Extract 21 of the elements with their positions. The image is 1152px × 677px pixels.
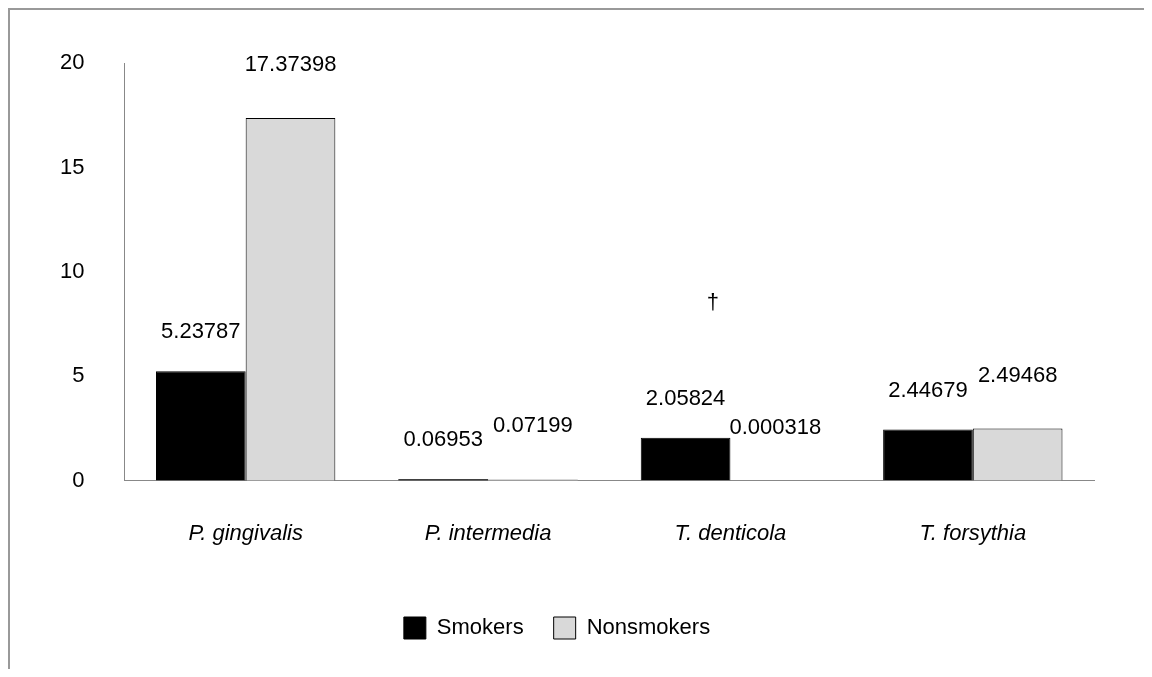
legend-label: Nonsmokers [586,614,711,640]
x-tick-label: T. forsythia [919,519,1027,545]
data-label: 0.000318 [729,413,822,439]
x-tick-label: T. denticola [674,519,787,545]
y-tick-label: 5 [72,362,85,388]
bar [640,437,731,481]
data-label: 5.23787 [161,318,241,344]
data-label: 17.37398 [244,51,337,77]
y-tick-label: 15 [59,153,85,179]
data-label: 2.49468 [977,361,1058,387]
annotation: † [706,288,720,314]
x-tick-label: P. gingivalis [188,519,303,545]
legend-label: Smokers [436,614,524,640]
data-label: 2.05824 [645,384,726,410]
data-label: 0.06953 [403,426,483,452]
data-label: 0.07199 [493,412,573,438]
y-tick-label: 0 [72,466,85,492]
y-tick-label: 20 [59,49,85,75]
x-tick-label: P. intermedia [424,519,552,545]
data-label: 2.44679 [888,376,968,402]
y-tick-label: 10 [59,257,85,283]
